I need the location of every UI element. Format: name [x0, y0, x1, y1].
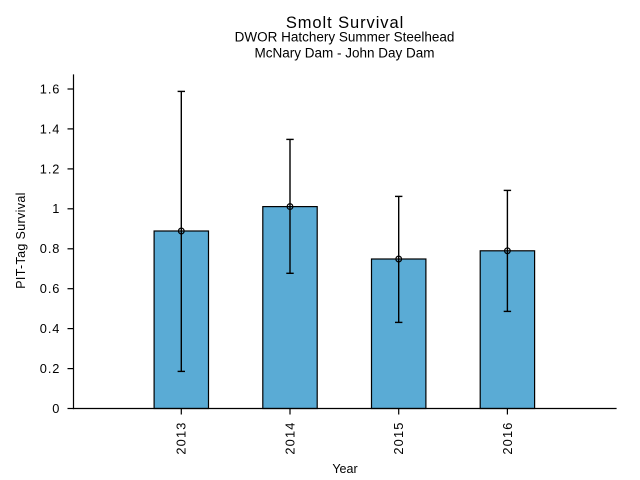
svg-text:1.2: 1.2	[40, 161, 61, 176]
svg-text:1.6: 1.6	[40, 81, 61, 96]
svg-text:Year: Year	[332, 462, 357, 476]
svg-text:0.6: 0.6	[40, 281, 61, 296]
svg-text:2014: 2014	[282, 421, 297, 454]
svg-text:Smolt Survival: Smolt Survival	[286, 14, 404, 32]
svg-text:McNary Dam - John Day Dam: McNary Dam - John Day Dam	[254, 46, 434, 61]
svg-text:1.4: 1.4	[40, 121, 61, 136]
svg-text:2016: 2016	[500, 421, 515, 454]
svg-text:0.8: 0.8	[40, 241, 61, 256]
svg-text:0: 0	[52, 401, 60, 416]
svg-text:1: 1	[52, 201, 60, 216]
svg-text:2015: 2015	[391, 421, 406, 454]
svg-text:2013: 2013	[174, 421, 189, 454]
svg-text:0.4: 0.4	[40, 321, 61, 336]
svg-text:PIT-Tag Survival: PIT-Tag Survival	[14, 192, 28, 289]
svg-text:0.2: 0.2	[40, 361, 61, 376]
svg-text:DWOR Hatchery Summer Steelhead: DWOR Hatchery Summer Steelhead	[235, 30, 455, 45]
